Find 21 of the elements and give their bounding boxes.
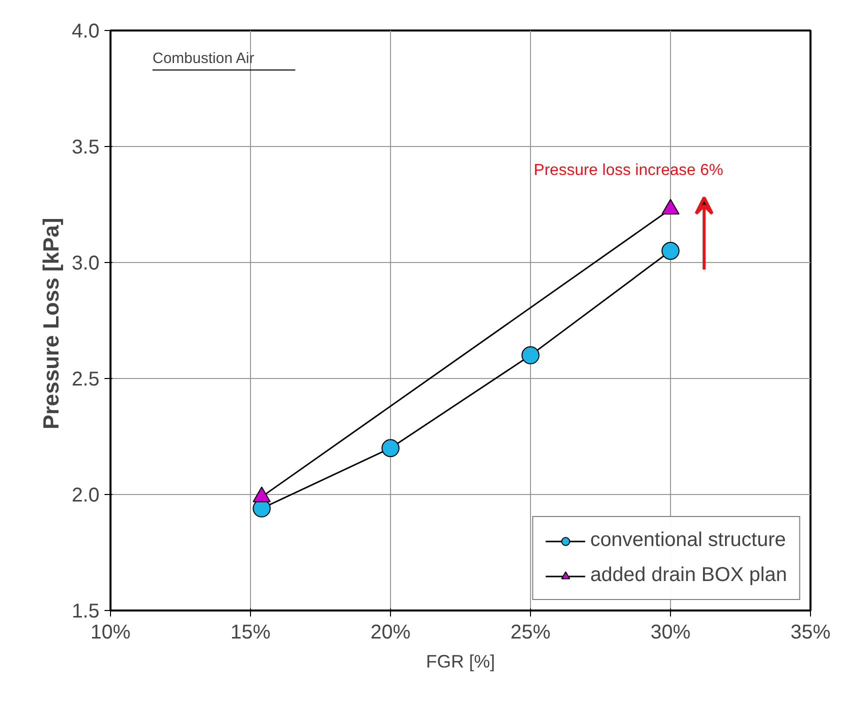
x-tick-label: 25% <box>510 622 551 644</box>
y-tick-label: 3.0 <box>72 252 100 274</box>
x-tick-label: 35% <box>790 622 831 644</box>
x-tick-label: 10% <box>90 622 131 644</box>
x-axis-title: FGR [%] <box>426 652 496 672</box>
x-tick-label: 20% <box>370 622 411 644</box>
point <box>522 346 540 364</box>
annotation: Pressure loss increase 6% <box>534 162 724 179</box>
x-tick-label: 30% <box>650 622 691 644</box>
annotation: Combustion Air <box>152 50 254 67</box>
legend-label: added drain BOX plan <box>590 564 787 587</box>
legend-label: conventional structure <box>590 529 786 552</box>
y-tick-label: 1.5 <box>72 600 100 622</box>
x-tick-label: 15% <box>230 622 271 644</box>
y-tick-label: 4.0 <box>72 20 100 42</box>
y-axis-title: Pressure Loss [kPa] <box>38 218 64 430</box>
y-tick-label: 3.5 <box>72 136 100 158</box>
y-tick-label: 2.0 <box>72 484 100 506</box>
point <box>662 242 680 260</box>
point <box>382 439 400 458</box>
y-tick-label: 2.5 <box>72 368 100 390</box>
